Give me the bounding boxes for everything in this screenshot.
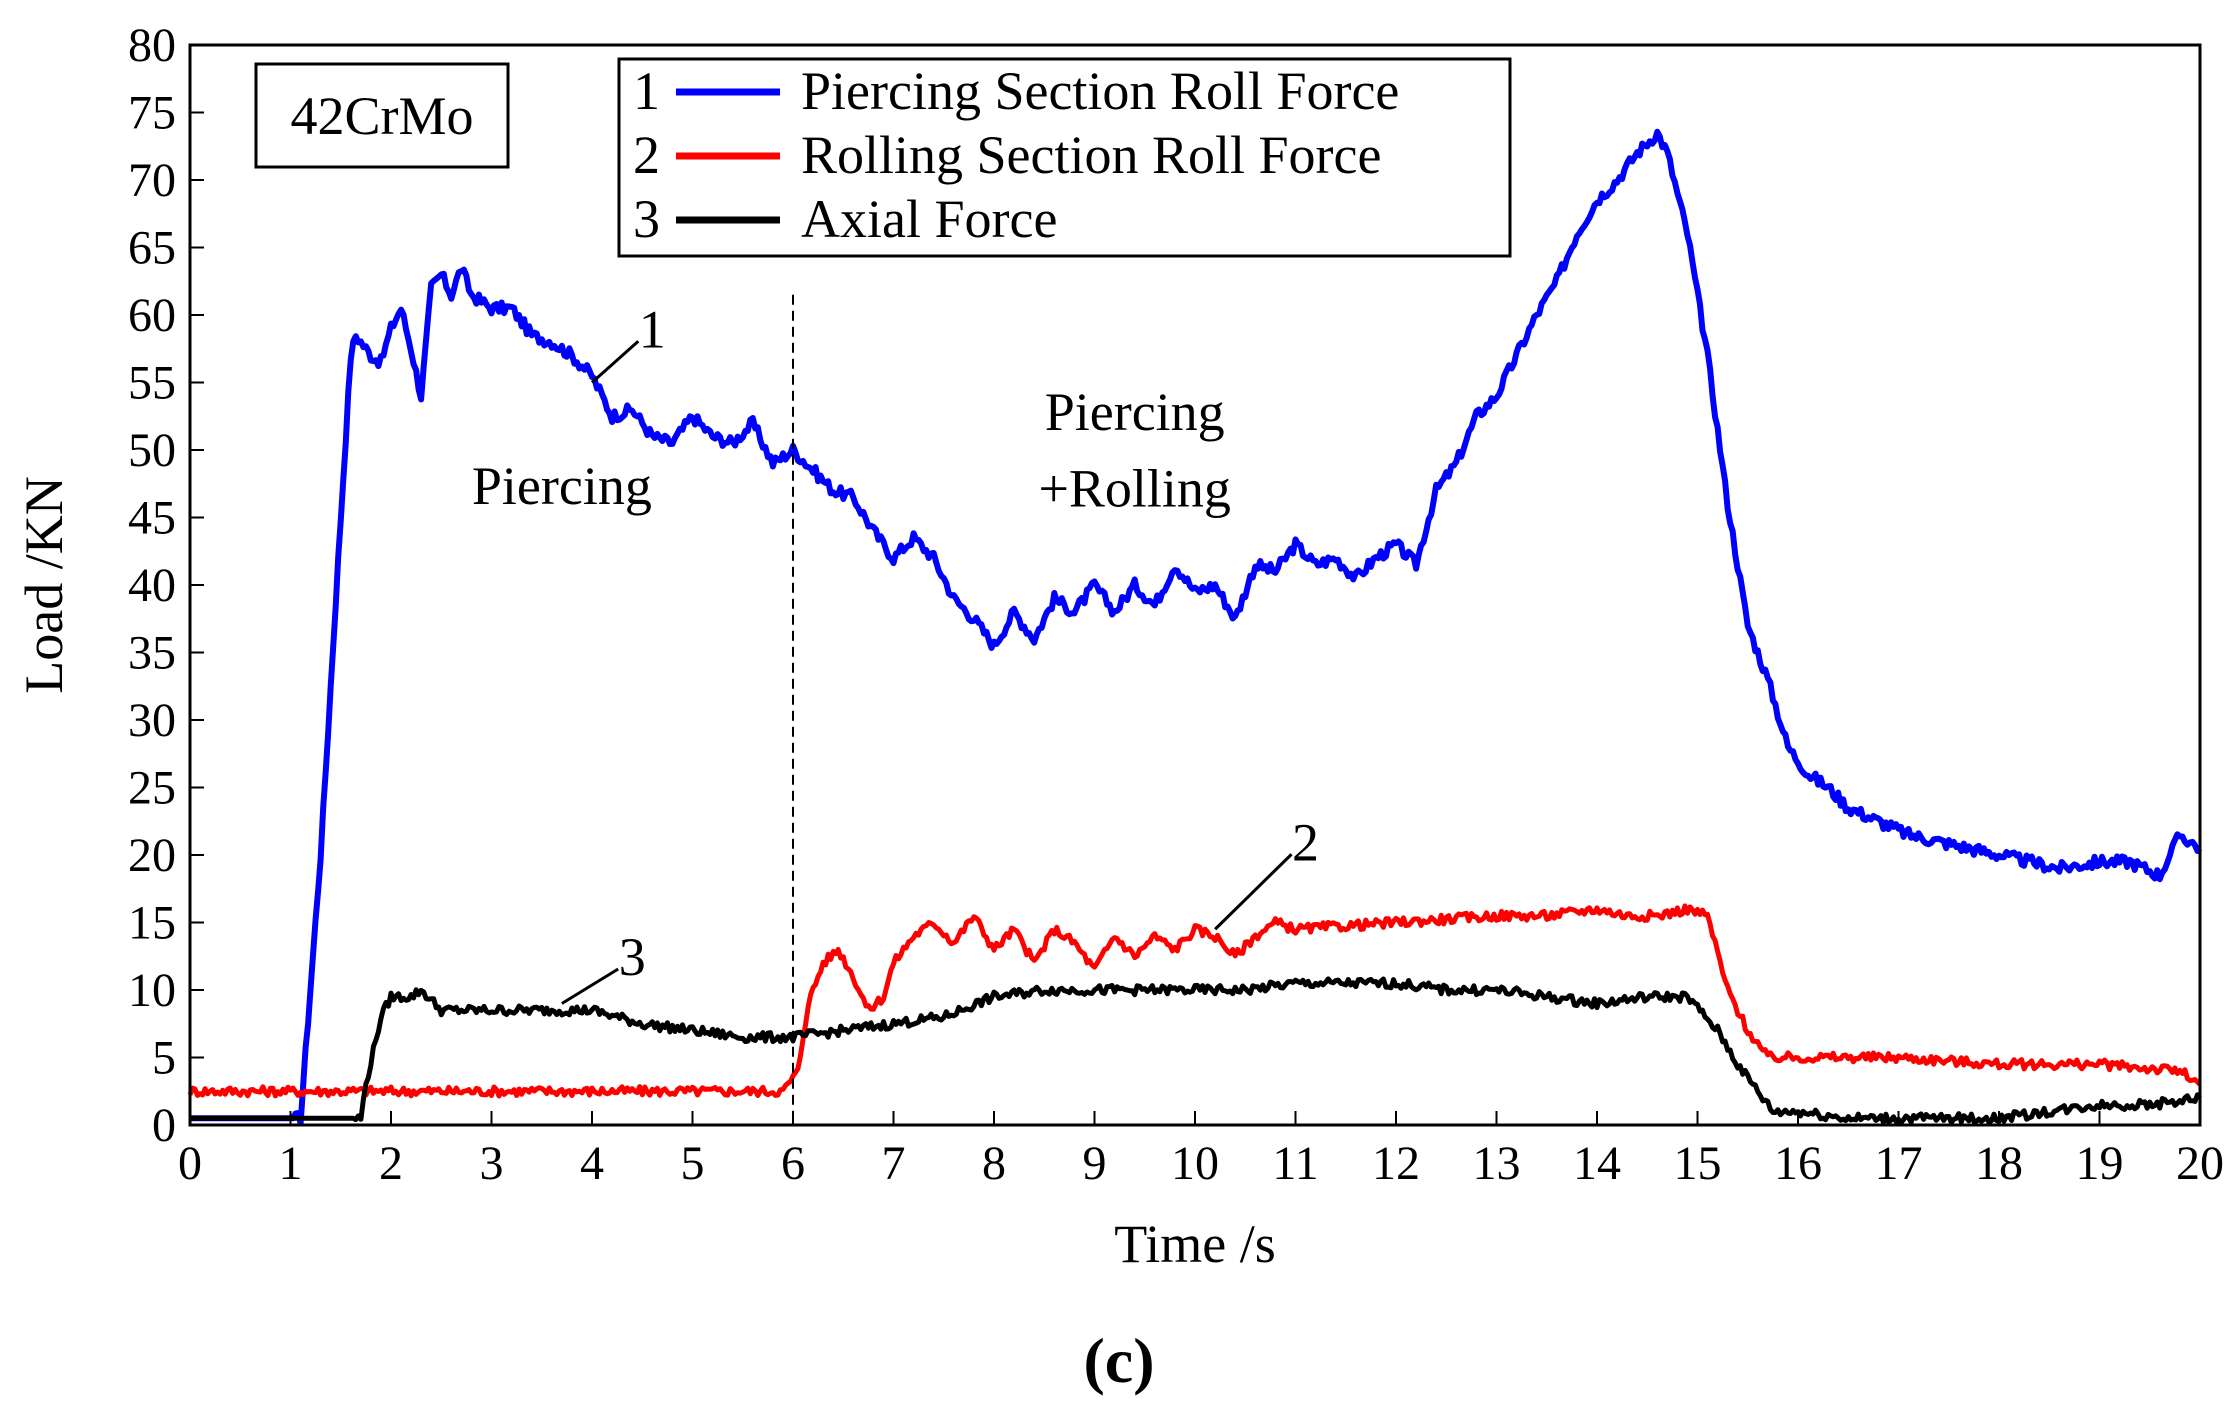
y-tick-label: 55	[128, 357, 176, 410]
subfigure-label: (c)	[1083, 1325, 1154, 1396]
legend-label-1: Piercing Section Roll Force	[801, 61, 1399, 121]
y-tick-label: 70	[128, 154, 176, 207]
x-tick-label: 5	[681, 1137, 705, 1190]
series-layer	[187, 128, 2203, 1127]
material-label: 42CrMo	[290, 86, 473, 146]
legend-index-2: 2	[633, 125, 660, 185]
x-tick-label: 11	[1272, 1137, 1318, 1190]
x-tick-label: 13	[1473, 1137, 1521, 1190]
stage-label-piercing-rolling-line2: +Rolling	[1038, 459, 1230, 519]
y-tick-label: 75	[128, 87, 176, 140]
callout-label-2: 2	[1292, 812, 1319, 872]
y-tick-label: 45	[128, 492, 176, 545]
y-tick-label: 50	[128, 424, 176, 477]
legend-entry-2: 2 Rolling Section Roll Force	[633, 125, 1381, 185]
y-tick-label: 15	[128, 897, 176, 950]
stage-label-piercing-rolling-line1: Piercing	[1045, 382, 1225, 442]
x-tick-label: 9	[1083, 1137, 1107, 1190]
x-axis-title: Time /s	[1114, 1214, 1276, 1274]
legend-entry-1: 1 Piercing Section Roll Force	[633, 61, 1399, 121]
x-tick-label: 8	[982, 1137, 1006, 1190]
y-tick-label: 80	[128, 19, 176, 72]
x-tick-label: 14	[1573, 1137, 1621, 1190]
stage-label-piercing: Piercing	[472, 456, 652, 516]
legend-label-2: Rolling Section Roll Force	[801, 125, 1381, 185]
y-tick-label: 25	[128, 762, 176, 815]
series-line-2	[187, 903, 2202, 1099]
y-axis-title: Load /KN	[14, 476, 74, 693]
y-tick-label: 30	[128, 694, 176, 747]
legend-label-3: Axial Force	[801, 189, 1057, 249]
y-tick-label: 10	[128, 964, 176, 1017]
x-tick-label: 1	[279, 1137, 303, 1190]
legend: 1 Piercing Section Roll Force 2 Rolling …	[617, 57, 1512, 258]
series-callouts: 1 2 3	[561, 299, 1319, 1005]
x-tick-label: 16	[1774, 1137, 1822, 1190]
axis-ticks: 0 1 2 3 4 5 6 7 8 9 10 11 12 13 14 15 16 17 18 19 2005101520…	[128, 19, 2224, 1190]
y-tick-label: 60	[128, 289, 176, 342]
x-tick-label: 10	[1171, 1137, 1219, 1190]
x-tick-label: 2	[379, 1137, 403, 1190]
callout-label-3: 3	[619, 927, 646, 987]
legend-index-3: 3	[633, 189, 660, 249]
x-tick-label: 19	[2076, 1137, 2124, 1190]
callout-label-1: 1	[639, 299, 666, 359]
x-tick-label: 15	[1674, 1137, 1722, 1190]
callout-leader-1	[591, 340, 640, 384]
series-line-3	[190, 976, 2202, 1126]
y-tick-label: 20	[128, 829, 176, 882]
y-tick-label: 5	[152, 1032, 176, 1085]
x-tick-label: 17	[1875, 1137, 1923, 1190]
y-tick-label: 0	[152, 1099, 176, 1152]
x-tick-label: 0	[178, 1137, 202, 1190]
x-tick-label: 7	[882, 1137, 906, 1190]
y-tick-label: 65	[128, 222, 176, 275]
x-tick-label: 3	[480, 1137, 504, 1190]
legend-index-1: 1	[633, 61, 660, 121]
x-tick-label: 20	[2176, 1137, 2224, 1190]
callout-leader-3	[561, 967, 619, 1005]
series-line-1	[189, 128, 2203, 1127]
callout-leader-2	[1214, 853, 1293, 931]
y-tick-label: 35	[128, 627, 176, 680]
x-tick-label: 18	[1975, 1137, 2023, 1190]
x-tick-label: 12	[1372, 1137, 1420, 1190]
x-tick-label: 4	[580, 1137, 604, 1190]
legend-entry-3: 3 Axial Force	[633, 189, 1057, 249]
y-tick-label: 40	[128, 559, 176, 612]
x-tick-label: 6	[781, 1137, 805, 1190]
material-label-box	[254, 62, 510, 169]
